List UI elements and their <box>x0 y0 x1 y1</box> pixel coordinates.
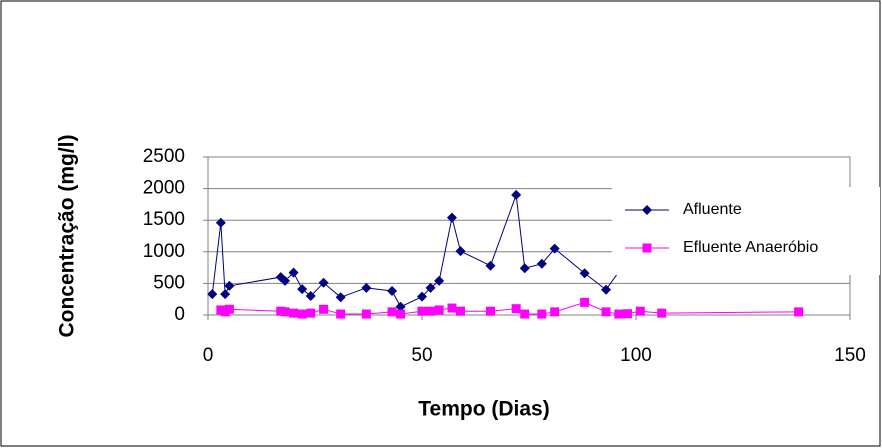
point <box>288 267 299 278</box>
point <box>511 189 522 200</box>
legend-marker <box>642 205 652 215</box>
point <box>306 308 316 318</box>
point <box>417 306 427 316</box>
legend: Afluente Efluente Anaeróbio <box>612 187 880 275</box>
point <box>224 280 235 291</box>
y-tick-label: 500 <box>153 272 185 293</box>
point <box>395 301 406 312</box>
legend-marker <box>642 243 652 253</box>
y-tick-label: 2000 <box>143 178 185 199</box>
point <box>579 268 590 279</box>
point <box>335 292 346 303</box>
grid: 0 500 1000 1500 2000 2500 0 50 100 150 <box>143 146 866 366</box>
point <box>207 289 218 300</box>
point <box>601 307 611 317</box>
y-tick-label: 2500 <box>143 146 185 167</box>
point <box>520 309 530 319</box>
point <box>519 263 530 274</box>
point <box>220 289 231 300</box>
y-axis-title: Concentração (mg/l) <box>56 134 79 337</box>
point <box>387 285 398 296</box>
x-tick-label: 0 <box>203 345 214 366</box>
point <box>456 306 466 316</box>
point <box>580 297 590 307</box>
legend-box <box>612 187 880 275</box>
point <box>280 307 290 317</box>
point <box>550 307 560 317</box>
point <box>425 282 436 293</box>
point <box>622 309 632 319</box>
x-axis-title: Tempo (Dias) <box>418 398 549 421</box>
y-tick-label: 1000 <box>143 241 185 262</box>
point <box>537 309 547 319</box>
point <box>396 309 406 319</box>
point <box>297 284 308 295</box>
point <box>319 304 329 314</box>
point <box>387 307 397 317</box>
point <box>485 306 495 316</box>
point <box>794 307 804 317</box>
point <box>289 308 299 318</box>
point <box>549 243 560 254</box>
point <box>318 277 329 288</box>
point <box>426 306 436 316</box>
point <box>447 303 457 313</box>
point <box>224 304 234 314</box>
point <box>336 309 346 319</box>
point <box>361 282 372 293</box>
point <box>434 275 445 286</box>
x-tick-label: 50 <box>411 345 432 366</box>
point <box>455 246 466 257</box>
x-tick-label: 150 <box>834 345 866 366</box>
point <box>297 309 307 319</box>
point <box>601 284 612 295</box>
point <box>434 305 444 315</box>
legend-label: Efluente Anaeróbio <box>683 239 818 256</box>
point <box>215 217 226 228</box>
point <box>485 260 496 271</box>
y-tick-label: 1500 <box>143 209 185 230</box>
legend-label: Afluente <box>683 201 742 218</box>
point <box>361 309 371 319</box>
point <box>280 275 291 286</box>
x-tick-label: 100 <box>620 345 652 366</box>
point <box>614 309 624 319</box>
point <box>635 306 645 316</box>
point <box>536 258 547 269</box>
point <box>417 291 427 302</box>
point <box>446 212 457 223</box>
point <box>657 308 667 318</box>
point <box>511 304 521 314</box>
y-tick-label: 0 <box>174 304 185 325</box>
point <box>305 291 316 302</box>
data <box>207 189 804 319</box>
